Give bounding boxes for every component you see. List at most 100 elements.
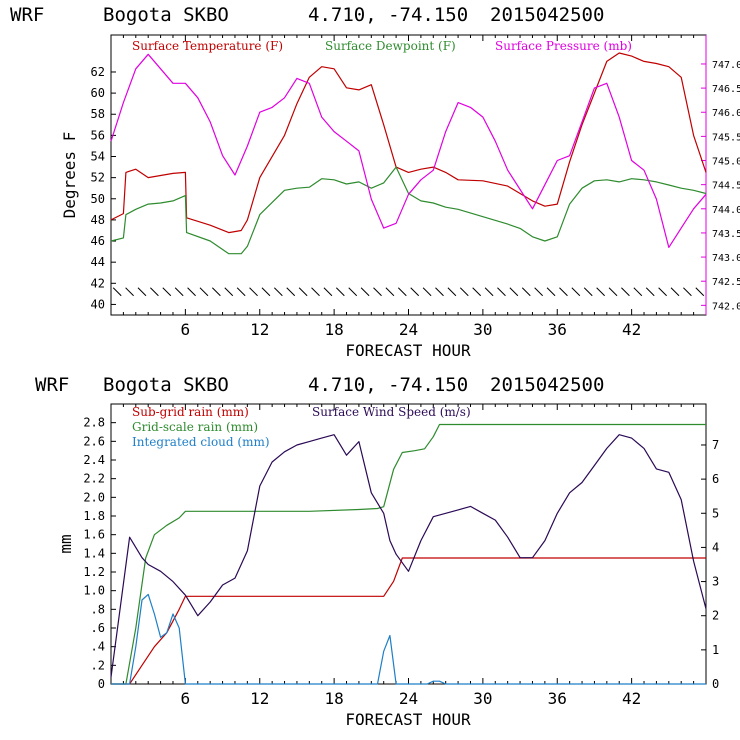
wind-barb [187, 287, 196, 297]
y2-tick-label: 3 [712, 575, 719, 589]
y-tick-label: 50 [91, 192, 105, 206]
wind-barb [683, 287, 692, 297]
wind-barb [199, 287, 209, 297]
x-tick-label: 42 [622, 689, 641, 708]
wind-barb [658, 287, 667, 297]
wind-barb [608, 287, 618, 297]
panel2-ticks: 6 12 18 24 30 36 420.2.4.6.81.01.21.41.61.82.0… [83, 404, 719, 708]
legend-dewpoint: Surface Dewpoint (F) [325, 39, 456, 53]
y-tick-label: 0 [98, 677, 105, 691]
panel1-title-model: WRF [10, 4, 44, 26]
panel2-title-station: Bogota SKBO [103, 374, 229, 396]
wind-barb [273, 287, 283, 297]
panel1-ylabel: Degrees F [60, 132, 79, 219]
y-tick-label: 2.2 [83, 472, 105, 486]
y-tick-label: 60 [91, 86, 105, 100]
series-line-sub-grid-rain-mm [111, 557, 706, 685]
wind-barb [633, 287, 643, 297]
panel1-title-init: 2015042500 [490, 4, 604, 26]
wind-barb [497, 287, 506, 297]
wind-barb [212, 287, 221, 297]
wind-barb [596, 287, 605, 297]
y2-tick-label: 747.0 [712, 60, 740, 71]
legend-wind-speed: Surface Wind Speed (m/s) [312, 405, 471, 419]
series-line-integrated-cloud-mm [111, 593, 706, 685]
y-tick-label: .2 [91, 658, 105, 672]
wind-barb [645, 287, 655, 297]
wind-barb [373, 287, 382, 297]
wind-barb [534, 287, 544, 297]
wind-barb [583, 287, 593, 297]
y-tick-label: 2.4 [83, 453, 105, 467]
wind-barb [224, 287, 234, 297]
series-line-surface-wind-speed-m-s [110, 434, 707, 678]
x-tick-label: 42 [622, 320, 641, 339]
panel2-xlabel: FORECAST HOUR [345, 710, 471, 729]
wind-barb [298, 287, 308, 297]
panel1-ticks: 6 12 18 24 30 36 42 40 42 44 46 48 50 52 54 56 58 60 62 742… [91, 35, 740, 339]
x-tick-label: 6 [181, 320, 191, 339]
panel2-title-coords: 4.710, -74.150 [308, 374, 468, 396]
y-tick-label: 54 [91, 150, 105, 164]
y2-tick-label: 743.5 [712, 229, 740, 240]
y-tick-label: .8 [91, 602, 105, 616]
panel2-ylabel: mm [56, 534, 75, 553]
panel1-series-lines [110, 52, 707, 255]
y-tick-label: 44 [91, 255, 105, 269]
x-tick-label: 12 [250, 689, 269, 708]
y-tick-label: 56 [91, 128, 105, 142]
y-tick-label: 1.8 [83, 509, 105, 523]
panel1-title: WRF Bogota SKBO 4.710, -74.150 201504250… [10, 4, 604, 26]
y-tick-label: 1.0 [83, 584, 105, 598]
x-tick-label: 18 [324, 320, 343, 339]
y-tick-label: 42 [91, 276, 105, 290]
wind-barb [261, 287, 271, 297]
y2-tick-label: 6 [712, 472, 719, 486]
y2-tick-label: 743.0 [712, 253, 740, 264]
y-tick-label: 1.6 [83, 528, 105, 542]
panel1-title-station: Bogota SKBO [103, 4, 229, 26]
wind-barb [459, 287, 469, 297]
panel1-title-coords: 4.710, -74.150 [308, 4, 468, 26]
wind-barb [311, 287, 320, 297]
x-tick-label: 30 [473, 689, 492, 708]
y-tick-label: 1.2 [83, 565, 105, 579]
wind-barb [410, 287, 420, 297]
wind-barb [323, 287, 333, 297]
wind-barb [335, 287, 345, 297]
y2-tick-label: 742.5 [712, 277, 740, 288]
panel2-legend: Sub-grid rain (mm) Grid-scale rain (mm) … [132, 405, 471, 449]
wind-barb [174, 287, 184, 297]
series-line-surface-temperature-f [110, 52, 707, 234]
wind-barb [670, 287, 680, 297]
y2-tick-label: 746.0 [712, 108, 740, 119]
y-tick-label: 52 [91, 171, 105, 185]
series-line-surface-pressure-mb [110, 53, 707, 248]
y2-tick-label: 744.5 [712, 181, 740, 192]
wind-barb [546, 287, 556, 297]
y-tick-label: 62 [91, 65, 105, 79]
y-tick-label: 58 [91, 107, 105, 121]
wind-barb [621, 287, 630, 297]
series-line-surface-dewpoint-f [110, 166, 707, 255]
y2-tick-label: 4 [712, 540, 719, 554]
y-tick-label: .6 [91, 621, 105, 635]
wind-barb [521, 287, 531, 297]
panel2-title: WRF Bogota SKBO 4.710, -74.150 201504250… [35, 374, 604, 396]
wind-barb [150, 287, 159, 297]
wind-barb [695, 287, 705, 297]
wind-barb [559, 287, 568, 297]
x-tick-label: 36 [548, 689, 567, 708]
legend-subgrid-rain: Sub-grid rain (mm) [132, 405, 249, 419]
y-tick-label: 1.4 [83, 546, 105, 560]
y2-tick-label: 7 [712, 438, 719, 452]
panel1-plot-frame [110, 34, 707, 316]
wind-barb [435, 287, 444, 297]
wind-barb [447, 287, 457, 297]
x-tick-label: 36 [548, 320, 567, 339]
legend-temperature: Surface Temperature (F) [132, 39, 283, 53]
wind-barb [162, 287, 172, 297]
wind-barb [360, 287, 370, 297]
y-tick-label: 48 [91, 213, 105, 227]
